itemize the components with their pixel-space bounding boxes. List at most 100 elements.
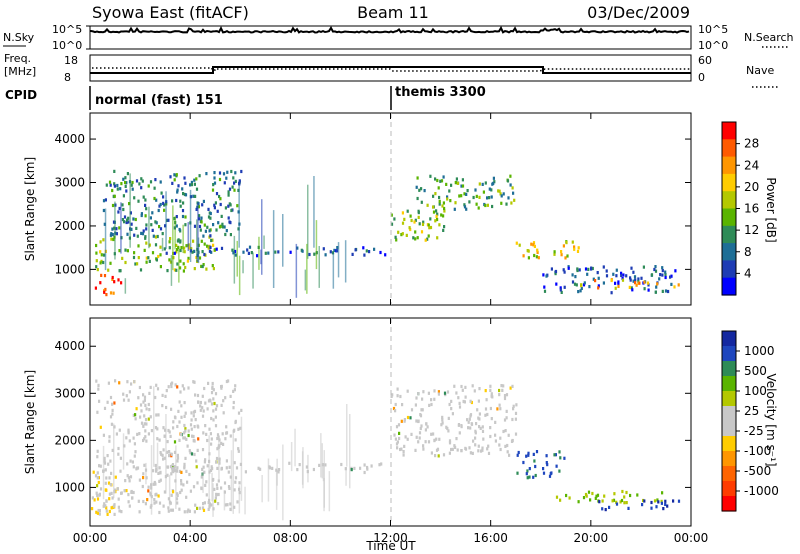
data-cell — [190, 427, 193, 431]
colorbar-tick-label: 25 — [744, 404, 759, 418]
data-cell — [172, 420, 175, 424]
data-cell — [201, 506, 205, 510]
data-cell — [535, 450, 539, 454]
data-cell — [138, 385, 141, 390]
data-cell — [138, 432, 141, 436]
data-cell — [183, 250, 186, 254]
data-cell — [264, 251, 267, 255]
data-cell — [186, 259, 189, 263]
data-cell — [350, 468, 353, 472]
data-cell — [214, 392, 218, 396]
data-cell — [170, 452, 173, 456]
data-cell — [128, 479, 131, 483]
data-cell — [201, 414, 205, 418]
data-cell — [527, 256, 530, 260]
data-cell — [170, 382, 173, 386]
colorbar-segment — [722, 376, 736, 392]
data-cell — [455, 437, 458, 441]
data-cell — [102, 199, 106, 203]
data-cell — [97, 383, 100, 387]
data-cell — [580, 283, 583, 287]
data-streak — [202, 471, 204, 493]
data-cell — [183, 462, 186, 466]
data-cell — [163, 490, 166, 494]
data-cell — [318, 463, 321, 467]
data-cell — [463, 192, 466, 196]
data-cell — [178, 438, 181, 442]
data-streak — [153, 386, 155, 467]
colorbar-segment — [722, 173, 736, 192]
data-cell — [451, 447, 454, 451]
data-cell — [116, 187, 119, 191]
data-cell — [373, 247, 376, 251]
cpid-mode-1: normal (fast) 151 — [95, 93, 223, 108]
data-cell — [450, 399, 453, 403]
data-cell — [514, 432, 518, 436]
data-cell — [514, 411, 518, 415]
data-cell — [490, 188, 493, 192]
data-cell — [112, 237, 115, 242]
data-cell — [139, 268, 143, 272]
data-streak — [328, 471, 331, 512]
data-cell — [246, 248, 249, 252]
data-cell — [446, 197, 449, 201]
data-cell — [125, 436, 128, 440]
data-cell — [96, 455, 99, 459]
data-cell — [416, 196, 419, 201]
data-cell — [220, 403, 223, 407]
data-cell — [240, 169, 243, 174]
data-cell — [133, 454, 136, 458]
data-cell — [224, 396, 227, 400]
data-cell — [432, 205, 435, 209]
data-cell — [95, 259, 98, 263]
data-cell — [466, 189, 469, 193]
data-cell — [123, 220, 126, 224]
data-cell — [126, 249, 129, 253]
data-cell — [97, 476, 100, 480]
data-cell — [168, 240, 171, 244]
data-cell — [274, 250, 277, 254]
data-cell — [160, 452, 163, 456]
data-cell — [229, 502, 232, 506]
data-cell — [422, 220, 425, 224]
data-cell — [490, 417, 493, 421]
data-cell — [485, 398, 488, 402]
data-cell — [134, 262, 137, 266]
data-cell — [464, 385, 467, 389]
data-cell — [437, 392, 440, 396]
data-streak — [282, 214, 284, 267]
data-cell — [109, 183, 112, 187]
data-cell — [474, 431, 477, 435]
data-cell — [116, 183, 119, 188]
data-cell — [179, 259, 182, 263]
data-cell — [526, 476, 529, 480]
data-cell — [602, 265, 605, 269]
y-tick-label: 3000 — [54, 176, 85, 190]
data-cell — [179, 266, 182, 270]
data-cell — [217, 479, 220, 483]
data-cell — [126, 474, 129, 478]
data-cell — [498, 189, 501, 193]
data-cell — [91, 507, 94, 511]
data-cell — [159, 202, 162, 207]
data-cell — [664, 499, 667, 503]
data-cell — [469, 451, 472, 455]
data-cell — [120, 182, 123, 186]
data-cell — [145, 439, 148, 443]
data-cell — [156, 234, 159, 239]
colorbar-tick-label: 500 — [744, 364, 767, 378]
data-cell — [113, 194, 116, 198]
data-cell — [220, 486, 223, 490]
data-cell — [181, 214, 185, 219]
data-streak — [252, 252, 254, 289]
data-streak — [104, 208, 107, 271]
data-cell — [118, 428, 121, 432]
colorbar-segment — [722, 436, 736, 452]
data-cell — [136, 432, 139, 436]
nsearch-tick-low: 10^0 — [698, 39, 728, 52]
data-cell — [177, 184, 180, 188]
data-cell — [477, 206, 480, 210]
data-cell — [571, 280, 575, 284]
data-cell — [214, 415, 217, 419]
colorbar-segment — [722, 122, 736, 140]
